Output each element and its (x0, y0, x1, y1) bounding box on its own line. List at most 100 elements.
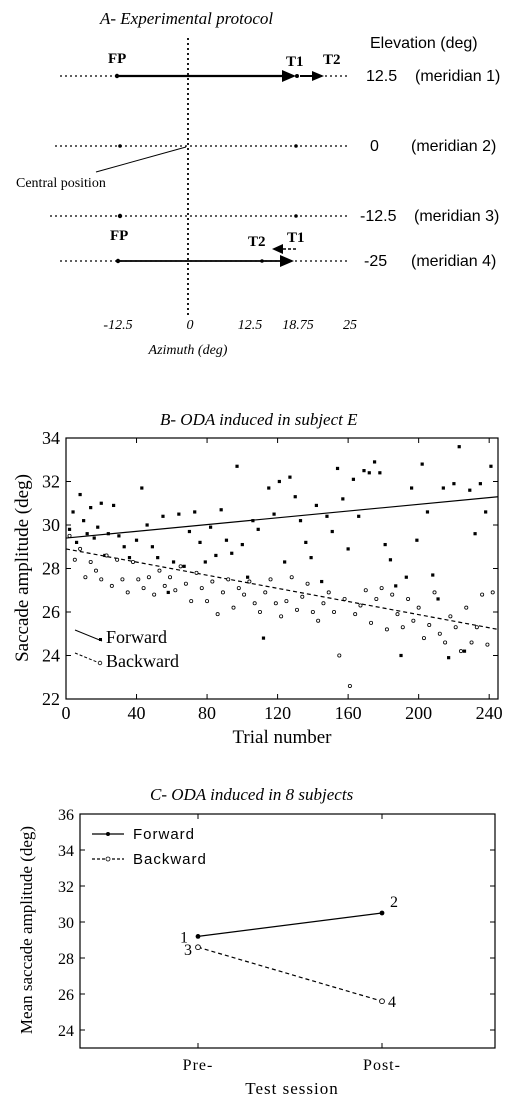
forward-point (246, 575, 250, 579)
forward-point (71, 510, 75, 514)
backward-point (480, 592, 485, 597)
panel-b-scatter: B- ODA induced in subject E 0 40 80 120 160 2… (12, 410, 503, 748)
legend-backward-label: Backward (106, 651, 179, 671)
panel-c-ylabel: Mean saccade amplitude (deg) (17, 826, 36, 1034)
azimuth-tick: 18.75 (282, 318, 314, 333)
forward-point (277, 479, 281, 484)
y-tick-label: 32 (42, 472, 60, 492)
forward-point (92, 536, 96, 540)
x-tick-label: 40 (128, 703, 146, 723)
forward-point (193, 510, 197, 514)
backward-point (146, 575, 151, 580)
meridian-labels: 12.5 (meridian 1) 0 (meridian 2) -12.5 (… (360, 68, 500, 270)
backward-point (390, 592, 395, 597)
t2-label-meridian-4: T2 (248, 234, 266, 250)
backward-point (83, 575, 88, 580)
forward-point (379, 910, 385, 916)
panel-c-legend: Forward Backward (92, 826, 207, 868)
backward-point (178, 564, 183, 569)
backward-point (474, 625, 479, 630)
c-x-tick-label: Pre- (183, 1057, 214, 1074)
forward-point (357, 514, 361, 518)
x-tick-label: 240 (476, 703, 503, 723)
point-number-label: 4 (388, 994, 396, 1011)
legend-c-backward-label: Backward (133, 851, 207, 868)
backward-point (136, 577, 141, 582)
backward-point (411, 618, 416, 623)
fp-dot-meridian-1 (114, 73, 120, 79)
dot-meridian-2-right (294, 144, 298, 148)
panel-b-title: B- ODA induced in subject E (160, 410, 358, 429)
backward-point (183, 581, 188, 586)
backward-point (279, 614, 284, 619)
backward-point (443, 640, 448, 645)
forward-point (272, 512, 276, 516)
forward-point (140, 486, 144, 490)
backward-point (131, 559, 136, 564)
backward-point (294, 607, 299, 612)
backward-point (231, 605, 236, 610)
c-y-tick-label: 30 (58, 915, 74, 932)
forward-point (156, 556, 160, 560)
backward-point (448, 614, 453, 619)
forward-point (388, 558, 393, 562)
panel-a-title: A- Experimental protocol (99, 9, 273, 28)
azimuth-tick: 0 (187, 318, 194, 333)
y-tick-label: 30 (42, 515, 60, 535)
backward-point (374, 596, 379, 601)
forward-point (484, 510, 488, 514)
x-tick-label: 160 (335, 703, 362, 723)
backward-point (469, 640, 474, 645)
forward-point (89, 506, 93, 510)
backward-point (353, 612, 358, 617)
backward-point (215, 612, 220, 617)
panel-c-frame (79, 813, 496, 1049)
legend-forward-line (74, 629, 103, 642)
x-tick-label: 80 (198, 703, 216, 723)
forward-point (383, 542, 387, 547)
panel-b-fit-lines (65, 496, 499, 630)
backward-point (369, 620, 374, 625)
panel-b-legend: Forward Backward (74, 627, 179, 671)
backward-point (236, 586, 241, 591)
panel-c-series: 1 2 3 4 (180, 894, 398, 1011)
forward-point (145, 523, 149, 527)
backward-point (453, 625, 458, 630)
backward-point (141, 586, 146, 591)
y-tick-label: 26 (42, 602, 60, 622)
forward-point (283, 560, 287, 564)
forward-point (224, 538, 229, 542)
forward-point (78, 492, 82, 497)
panel-b-ylabel: Saccade amplitude (deg) (12, 474, 33, 662)
forward-point (67, 527, 72, 531)
panel-c-line: C- ODA induced in 8 subjects Pre- Post-24… (17, 785, 496, 1098)
x-tick-label: 0 (62, 703, 71, 723)
forward-point (122, 545, 126, 549)
forward-point (341, 497, 345, 501)
forward-point (410, 486, 414, 490)
panel-c-title: C- ODA induced in 8 subjects (150, 785, 354, 804)
forward-point (452, 482, 456, 486)
forward-point (267, 486, 271, 490)
t1-dot-meridian-1 (295, 74, 299, 78)
backward-point (464, 605, 469, 610)
forward-point (304, 540, 308, 544)
backward-point (416, 605, 421, 610)
panel-b-xlabel: Trial number (232, 727, 332, 748)
forward-point (335, 466, 340, 471)
forward-point (214, 553, 218, 558)
forward-point (394, 584, 398, 588)
backward-point (321, 601, 326, 606)
forward-point (372, 460, 377, 464)
backward-point (220, 590, 225, 595)
legend-c-forward-label: Forward (133, 826, 195, 843)
forward-point (251, 519, 255, 523)
c-y-tick-label: 28 (58, 951, 74, 968)
forward-point (134, 538, 139, 542)
forward-point (314, 503, 318, 508)
backward-point (226, 577, 231, 582)
backward-point (485, 642, 490, 647)
forward-point (219, 508, 223, 512)
backward-point (88, 559, 93, 564)
